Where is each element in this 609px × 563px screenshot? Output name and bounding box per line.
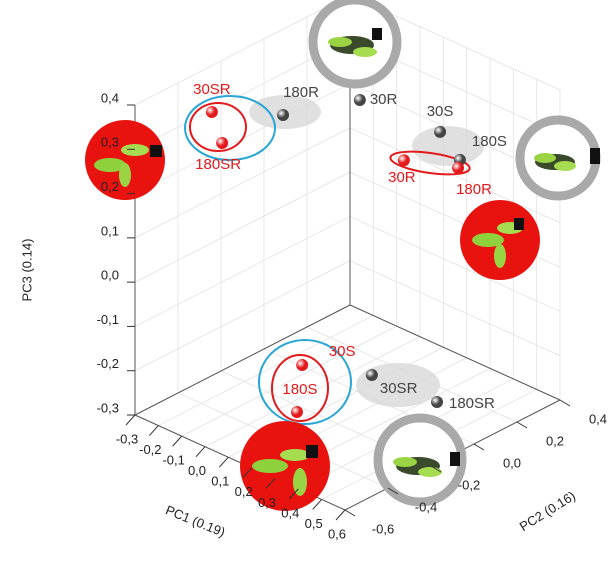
x-tick-label: 0,5: [305, 516, 323, 531]
z-tick-label: -0,3: [97, 400, 119, 415]
grid-line: [158, 315, 374, 426]
tick-mark: [242, 467, 253, 479]
grid-line: [134, 216, 351, 327]
group-ellipse: [389, 150, 471, 176]
x-tick-label: 0,4: [281, 505, 299, 520]
grid-line: [134, 0, 342, 106]
grid-line: [134, 171, 351, 283]
data-point: [430, 395, 443, 408]
point-label: 30S: [329, 343, 356, 360]
x-tick-label: 0,6: [328, 526, 346, 541]
group-ellipse: [271, 354, 329, 422]
z-tick-label: -0,2: [97, 356, 119, 371]
point-label: 30R: [370, 91, 398, 108]
z-tick-label: 0,2: [101, 179, 119, 194]
data-point: [397, 154, 410, 167]
x-tick-label: 0,2: [235, 484, 253, 499]
plant-icon: [515, 115, 601, 201]
tick-mark: [288, 488, 299, 500]
z-tick-label: 0,4: [101, 90, 119, 105]
grid-line: [181, 325, 397, 437]
tick-mark: [148, 425, 159, 436]
x-tick-label: -0,3: [116, 431, 138, 446]
tick-mark: [335, 509, 346, 521]
group-ellipse: [412, 126, 484, 166]
y-tick-label: -0,6: [372, 521, 394, 536]
z-tick-label: 0,3: [101, 135, 119, 150]
group-ellipse: [184, 95, 276, 161]
grid-line: [349, 127, 561, 224]
point-label: 30SR: [193, 81, 231, 98]
y-tick-label: 0,2: [546, 433, 564, 448]
grid-line: [204, 336, 421, 448]
plant-icon: [373, 413, 467, 507]
plant-icon: [240, 421, 330, 511]
y-axis-title: PC2 (0.16): [517, 488, 578, 534]
grid-line: [134, 127, 351, 239]
tick-mark: [516, 421, 528, 429]
axis-edge: [134, 304, 351, 416]
z-tick-label: -0,1: [97, 312, 119, 327]
grid-line: [134, 260, 351, 372]
data-point: [205, 106, 218, 119]
tick-mark: [430, 465, 442, 473]
x-tick-label: 0,0: [188, 463, 206, 478]
tick-mark: [195, 446, 206, 458]
point-label: 30R: [388, 169, 416, 186]
z-tick-label: 0,0: [101, 268, 119, 283]
x-tick-label: -0,2: [139, 442, 161, 457]
tick-mark: [473, 443, 485, 451]
y-tick-label: -0,4: [415, 499, 437, 514]
tick-mark: [265, 477, 276, 489]
z-axis-title: PC3 (0.14): [19, 239, 34, 302]
data-point: [365, 369, 378, 382]
data-point: [353, 93, 366, 106]
data-point: [296, 359, 309, 372]
tick-mark: [172, 435, 183, 447]
point-label: 180R: [283, 84, 319, 101]
data-point: [277, 108, 290, 121]
plant-icon: [460, 200, 540, 280]
plant-icon: [85, 120, 165, 200]
tick-mark: [218, 456, 229, 468]
x-tick-label: -0,1: [162, 453, 184, 468]
x-tick-label: 0,1: [211, 474, 229, 489]
x-axis-title: PC1 (0.19): [163, 502, 227, 539]
tick-mark: [387, 487, 399, 495]
data-point: [216, 136, 229, 149]
y-tick-label: -0,2: [458, 477, 480, 492]
tick-mark: [125, 414, 136, 426]
tick-mark: [344, 509, 356, 517]
point-label: 180SR: [195, 156, 241, 173]
point-label: 180S: [282, 381, 317, 398]
decorations: [85, 0, 601, 511]
tick-mark: [559, 399, 571, 407]
axis-edge: [349, 304, 561, 401]
grid-line: [349, 260, 561, 357]
y-tick-label: 0,0: [503, 455, 521, 470]
y-tick-label: 0,4: [589, 411, 607, 426]
group-ellipse: [189, 102, 247, 152]
data-point: [452, 161, 465, 174]
point-label: 180R: [456, 181, 492, 198]
group-ellipse: [258, 339, 352, 425]
z-tick-label: 0,1: [101, 223, 119, 238]
grid-line: [349, 216, 561, 312]
data-point: [434, 125, 447, 138]
point-label: 180SR: [449, 395, 495, 412]
point-label: 30SR: [380, 380, 418, 397]
plant-icon: [308, 0, 402, 89]
point-label: 30S: [427, 103, 454, 120]
x-tick-label: 0,3: [258, 495, 276, 510]
point-label: 180S: [472, 133, 507, 150]
data-point: [290, 405, 303, 418]
tick-mark: [312, 499, 323, 510]
